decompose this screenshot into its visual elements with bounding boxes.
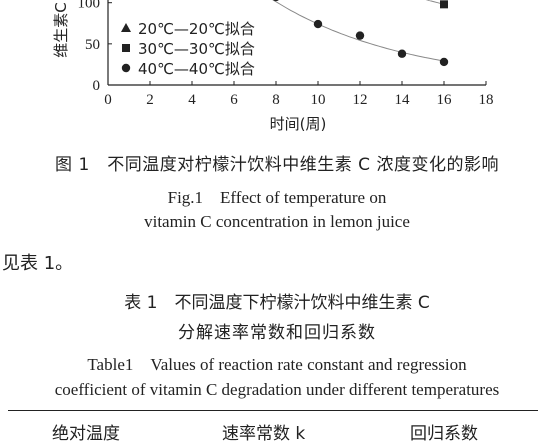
data-point-series-2 bbox=[355, 31, 365, 40]
x-tick-label: 4 bbox=[188, 92, 196, 108]
table-caption-en-line1: Table1 Values of reaction rate constant … bbox=[87, 355, 467, 374]
legend-label-series-1: 30℃—30℃拟合 bbox=[138, 40, 255, 58]
table-caption-zh-line1: 表 1 不同温度下柠檬汁饮料中维生素 C bbox=[124, 293, 430, 313]
x-tick-label: 18 bbox=[479, 92, 494, 108]
fit-curve-series-1 bbox=[425, 0, 443, 5]
x-tick-label: 16 bbox=[437, 92, 453, 108]
y-tick-label: 0 bbox=[93, 78, 101, 94]
y-axis-label: 维生素C bbox=[52, 2, 70, 57]
x-tick-label: 10 bbox=[311, 92, 326, 108]
data-point-series-2 bbox=[273, 0, 279, 2]
legend-marker-series-2 bbox=[121, 63, 131, 73]
legend-marker-series-0 bbox=[121, 23, 131, 32]
data-points bbox=[273, 0, 449, 67]
table-caption-zh-line2: 分解速率常数和回归系数 bbox=[178, 323, 376, 343]
figure-caption-zh: 图 1 不同温度对柠檬汁饮料中维生素 C 浓度变化的影响 bbox=[55, 155, 499, 175]
y-tick-label: 50 bbox=[85, 37, 100, 53]
vitamin-c-chart: 0 2 4 6 8 10 12 14 16 18 0 50 100 20℃—20℃拟合 30℃—30℃拟合… bbox=[52, 0, 494, 133]
legend-label-series-0: 20℃—20℃拟合 bbox=[138, 20, 255, 38]
x-tick-label: 8 bbox=[272, 92, 280, 108]
table-caption-en-line2: coefficient of vitamin C degradation und… bbox=[54, 380, 500, 399]
y-tick-label: 100 bbox=[78, 0, 101, 12]
x-axis-label: 时间(周) bbox=[270, 115, 327, 133]
chart-ticks: 0 2 4 6 8 10 12 14 16 18 0 50 100 bbox=[78, 0, 494, 108]
table-top-rule bbox=[8, 410, 538, 411]
legend-marker-series-1 bbox=[122, 44, 130, 52]
x-tick-label: 12 bbox=[353, 92, 368, 108]
table-header-absolute-temperature: 绝对温度 bbox=[52, 424, 120, 444]
data-point-series-2 bbox=[397, 49, 407, 58]
chart-axes bbox=[107, 0, 486, 86]
x-tick-label: 0 bbox=[104, 92, 112, 108]
x-tick-label: 6 bbox=[230, 92, 238, 108]
x-tick-label: 2 bbox=[146, 92, 154, 108]
figure-caption-en-line2: vitamin C concentration in lemon juice bbox=[144, 212, 410, 231]
body-text: 见表 1。 bbox=[2, 253, 74, 274]
data-point-series-1 bbox=[440, 0, 448, 9]
data-point-series-2 bbox=[439, 57, 449, 67]
table-header-regression-coefficient: 回归系数 bbox=[410, 424, 478, 444]
x-tick-label: 14 bbox=[395, 92, 411, 108]
chart-legend: 20℃—20℃拟合 30℃—30℃拟合 40℃—40℃拟合 bbox=[121, 20, 255, 78]
data-point-series-2 bbox=[313, 19, 323, 29]
legend-label-series-2: 40℃—40℃拟合 bbox=[138, 60, 255, 78]
table-header-rate-constant: 速率常数 k bbox=[222, 424, 306, 444]
figure-caption-en-line1: Fig.1 Effect of temperature on bbox=[167, 188, 387, 207]
